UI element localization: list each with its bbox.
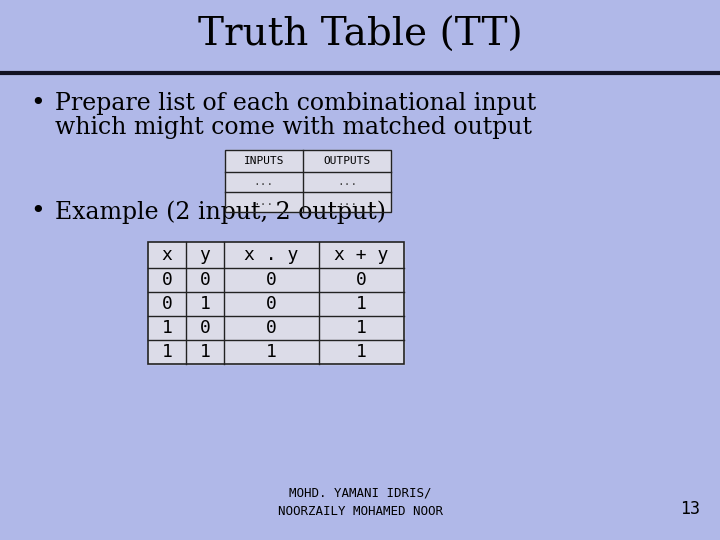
Text: ...: ... xyxy=(337,197,357,207)
Text: x + y: x + y xyxy=(334,246,389,264)
Text: 0: 0 xyxy=(199,271,210,289)
Text: 1: 1 xyxy=(266,343,277,361)
Text: •: • xyxy=(30,200,45,223)
Text: 0: 0 xyxy=(356,271,367,289)
Text: 1: 1 xyxy=(356,295,367,313)
Text: 0: 0 xyxy=(161,295,172,313)
Text: 0: 0 xyxy=(199,319,210,337)
Text: ...: ... xyxy=(254,177,274,187)
Text: 0: 0 xyxy=(161,271,172,289)
Bar xyxy=(225,150,391,212)
Text: x: x xyxy=(161,246,172,264)
Text: which might come with matched output: which might come with matched output xyxy=(55,116,532,139)
Bar xyxy=(148,242,404,364)
Text: Example (2 input, 2 output): Example (2 input, 2 output) xyxy=(55,200,386,224)
Text: Truth Table (TT): Truth Table (TT) xyxy=(197,17,523,53)
Text: MOHD. YAMANI IDRIS/
NOORZAILY MOHAMED NOOR: MOHD. YAMANI IDRIS/ NOORZAILY MOHAMED NO… xyxy=(277,487,443,518)
Text: ...: ... xyxy=(254,197,274,207)
Text: 1: 1 xyxy=(356,343,367,361)
Bar xyxy=(148,242,404,364)
Text: 1: 1 xyxy=(199,295,210,313)
Text: 1: 1 xyxy=(161,343,172,361)
Text: 0: 0 xyxy=(266,295,277,313)
Text: Prepare list of each combinational input: Prepare list of each combinational input xyxy=(55,92,536,115)
Text: OUTPUTS: OUTPUTS xyxy=(323,156,371,166)
Bar xyxy=(225,150,391,212)
Text: x . y: x . y xyxy=(244,246,299,264)
Text: ...: ... xyxy=(337,177,357,187)
Text: •: • xyxy=(30,92,45,115)
Text: 0: 0 xyxy=(266,319,277,337)
Text: y: y xyxy=(199,246,210,264)
Text: 0: 0 xyxy=(266,271,277,289)
Text: 1: 1 xyxy=(161,319,172,337)
Text: 1: 1 xyxy=(356,319,367,337)
Text: 13: 13 xyxy=(680,500,700,518)
Text: 1: 1 xyxy=(199,343,210,361)
Text: INPUTS: INPUTS xyxy=(244,156,284,166)
